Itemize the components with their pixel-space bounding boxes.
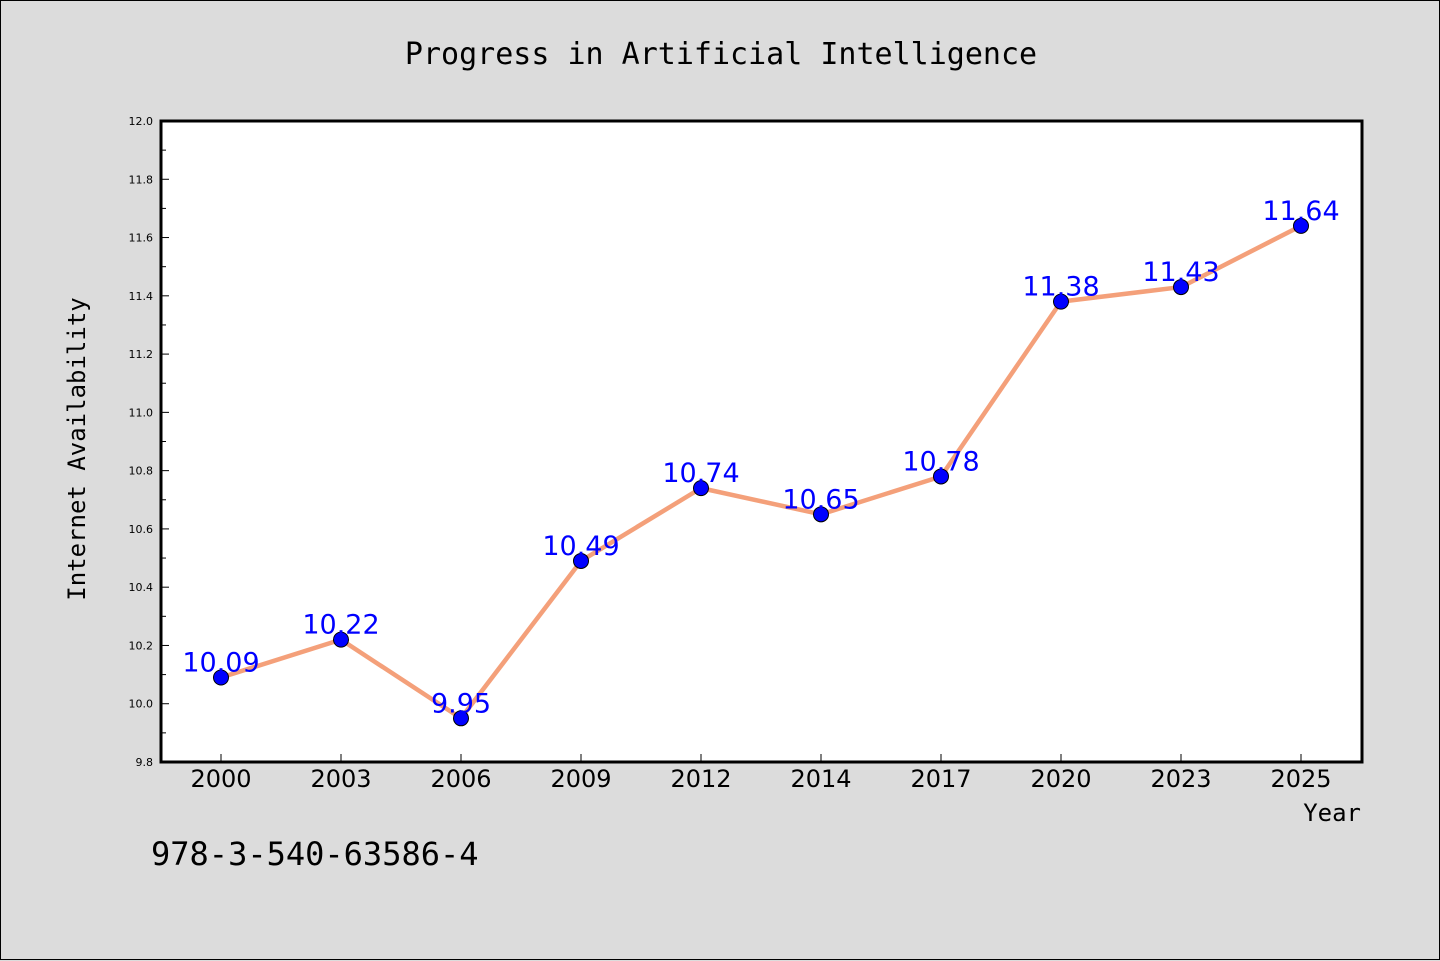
data-point bbox=[453, 710, 469, 727]
data-point bbox=[333, 631, 349, 648]
y-tick-label: 9.8 bbox=[136, 756, 154, 769]
y-tick-label: 10.0 bbox=[129, 698, 154, 711]
x-tick-label: 2000 bbox=[190, 765, 251, 793]
series-line bbox=[220, 223, 1303, 721]
x-tick-label: 2012 bbox=[670, 765, 731, 793]
data-point bbox=[813, 506, 829, 523]
data-label: 11.38 bbox=[1022, 272, 1099, 303]
data-point bbox=[933, 468, 949, 485]
data-point bbox=[693, 480, 709, 497]
y-tick-label: 11.2 bbox=[129, 348, 154, 361]
isbn-annotation: 978-3-540-63586-4 bbox=[151, 835, 479, 873]
data-points bbox=[213, 217, 1309, 727]
x-tick-label: 2025 bbox=[1270, 765, 1331, 793]
data-point bbox=[213, 669, 229, 686]
y-tick-label: 10.4 bbox=[129, 581, 154, 594]
data-label: 10.49 bbox=[542, 531, 619, 562]
data-point bbox=[1293, 217, 1309, 234]
data-point bbox=[1053, 293, 1069, 310]
y-tick-label: 11.8 bbox=[129, 173, 154, 186]
x-tick-label: 2006 bbox=[430, 765, 491, 793]
y-tick-label: 10.2 bbox=[129, 639, 154, 652]
data-point bbox=[1173, 279, 1189, 296]
data-label: 11.64 bbox=[1262, 196, 1339, 227]
y-tick-label: 11.6 bbox=[129, 232, 154, 245]
data-label: 10.78 bbox=[902, 446, 979, 477]
x-tick-label: 2017 bbox=[910, 765, 971, 793]
y-tick-label: 10.8 bbox=[129, 465, 154, 478]
y-axis-label: Internet Availability bbox=[63, 297, 91, 600]
x-axis-label: Year bbox=[1303, 799, 1361, 827]
plot-area bbox=[159, 119, 1364, 764]
data-label: 9.95 bbox=[431, 688, 491, 719]
x-tick-label: 2023 bbox=[1150, 765, 1211, 793]
data-label: 10.22 bbox=[302, 610, 379, 641]
data-label: 10.65 bbox=[782, 484, 859, 515]
x-tick-label: 2014 bbox=[790, 765, 851, 793]
x-tick-label: 2020 bbox=[1030, 765, 1091, 793]
data-labels: 10.09 10.22 9.95 10.49 10.74 10.65 10.78 11.38 1… bbox=[182, 196, 1339, 719]
y-tick-label: 11.4 bbox=[129, 290, 154, 303]
y-tick-label: 11.0 bbox=[129, 406, 154, 419]
y-axis-ticks: 9.8 10.0 10.2 10.4 10.6 10.8 11.0 11.2 11.4 11.6 1… bbox=[129, 115, 169, 769]
series-polyline bbox=[220, 223, 1303, 721]
y-tick-label: 12.0 bbox=[129, 115, 154, 128]
x-tick-label: 2009 bbox=[550, 765, 611, 793]
x-axis-ticks: 2000 2003 2006 2009 2012 2014 2017 2020 2023 2025 bbox=[190, 754, 1332, 793]
chart-title: Progress in Artificial Intelligence bbox=[405, 37, 1037, 72]
data-point bbox=[573, 552, 589, 569]
data-label: 10.74 bbox=[662, 458, 739, 489]
x-tick-label: 2003 bbox=[310, 765, 371, 793]
data-label: 11.43 bbox=[1142, 257, 1219, 288]
y-tick-label: 10.6 bbox=[129, 523, 154, 536]
data-label: 10.09 bbox=[182, 648, 259, 679]
